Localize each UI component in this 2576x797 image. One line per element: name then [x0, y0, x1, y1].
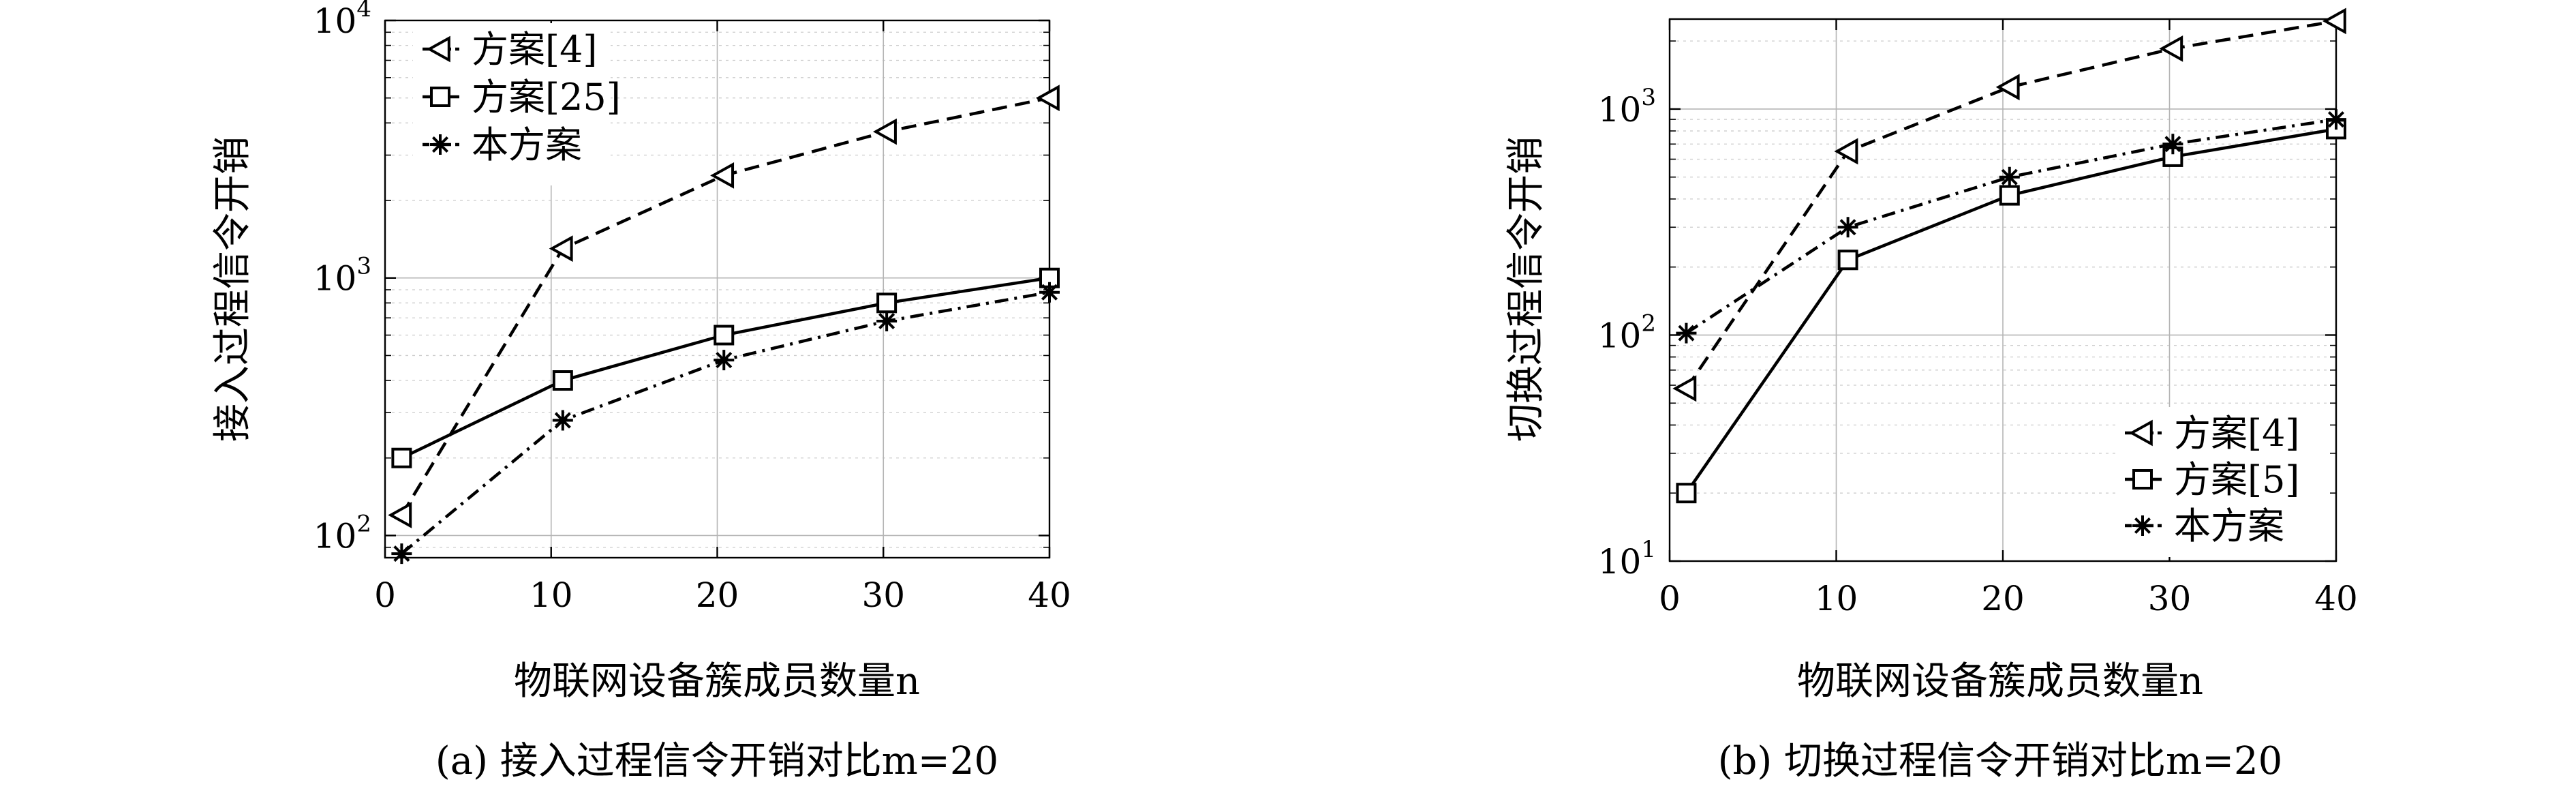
data-point	[552, 370, 573, 391]
legend-entry: 方案[5]	[2125, 458, 2300, 501]
data-point	[1995, 74, 2020, 101]
legend-label: 方案[4]	[472, 28, 598, 71]
legend-entry: 本方案	[423, 123, 582, 166]
data-point	[1837, 217, 1858, 238]
legend-entry: 方案[4]	[423, 28, 598, 71]
chart-caption: (a) 接入过程信令开销对比m=20	[435, 739, 998, 783]
y-tick-base: 10	[1598, 316, 1642, 355]
legend-label: 方案[4]	[2174, 412, 2300, 455]
x-tick-label: 40	[1028, 575, 1071, 615]
series-line	[401, 276, 1050, 460]
y-tick-label: 102	[313, 510, 371, 556]
chart-caption: (b) 切换过程信令开销对比m=20	[1718, 739, 2283, 783]
x-axis-label: 物联网设备簇成员数量n	[514, 659, 920, 704]
data-point	[1672, 375, 1697, 402]
y-tick-label: 103	[1598, 84, 1656, 130]
y-tick-exponent: 4	[356, 0, 371, 22]
plot-frame	[1668, 18, 2337, 562]
y-tick-exponent: 3	[1641, 84, 1656, 111]
data-point	[1999, 166, 2020, 187]
data-point	[2159, 35, 2183, 62]
x-axis: 0 10 20 30 40	[374, 20, 1071, 615]
data-point	[391, 543, 412, 565]
x-tick-label: 0	[1659, 579, 1681, 618]
legend-entry: 本方案	[2125, 505, 2284, 547]
legend-marker	[430, 87, 450, 107]
data-point	[549, 235, 573, 262]
data-point	[710, 162, 735, 189]
y-tick-exponent: 2	[1641, 310, 1656, 337]
series-1	[388, 85, 1060, 528]
x-tick-label: 20	[696, 575, 739, 615]
data-point	[876, 310, 898, 331]
y-tick-label: 101	[1598, 536, 1656, 582]
data-point	[1676, 322, 1697, 344]
legend: 方案[4] 方案[25]本方案	[413, 23, 621, 185]
legend-marker	[2132, 515, 2153, 536]
data-point	[873, 118, 897, 145]
y-axis-label: 接入过程信令开销	[211, 136, 255, 442]
y-tick-label: 103	[313, 253, 371, 299]
data-point	[1039, 282, 1060, 303]
data-point	[1035, 85, 1060, 112]
data-point	[388, 502, 412, 528]
data-point	[1999, 185, 2020, 206]
legend-label: 方案[5]	[2174, 458, 2300, 501]
y-tick-base: 10	[313, 1, 357, 41]
y-tick-exponent: 2	[356, 510, 371, 537]
data-point	[714, 325, 735, 346]
data-point	[876, 292, 898, 314]
legend-entry: 方案[4]	[2125, 412, 2300, 455]
x-axis-label: 物联网设备簇成员数量n	[1797, 659, 2203, 704]
series-line	[1685, 117, 2337, 335]
series-3	[391, 282, 1060, 565]
x-tick-label: 40	[2314, 579, 2358, 618]
y-axis-label: 切换过程信令开销	[1504, 136, 1548, 442]
y-tick-label: 104	[313, 0, 371, 41]
data-point	[2326, 109, 2346, 130]
data-point	[1676, 483, 1697, 504]
legend-label: 本方案	[472, 123, 582, 166]
y-tick-exponent: 1	[1641, 536, 1656, 563]
legend-marker	[426, 35, 450, 63]
x-tick-label: 0	[374, 575, 396, 615]
y-tick-base: 10	[313, 516, 357, 556]
x-tick-label: 30	[861, 575, 905, 615]
y-tick-exponent: 3	[356, 253, 371, 280]
legend-label: 方案[25]	[472, 76, 621, 119]
data-point	[552, 410, 573, 431]
x-tick-label: 10	[1815, 579, 1858, 618]
data-point	[1834, 138, 1858, 165]
y-tick-label: 102	[1598, 310, 1656, 355]
y-tick-base: 10	[1598, 90, 1642, 130]
series-2	[391, 267, 1060, 468]
y-tick-base: 10	[313, 259, 357, 299]
data-point	[2162, 134, 2183, 155]
x-tick-label: 30	[2148, 579, 2192, 618]
y-tick-base: 10	[1598, 542, 1642, 582]
x-tick-label: 20	[1981, 579, 2025, 618]
data-point	[2322, 7, 2346, 35]
x-tick-label: 10	[530, 575, 573, 615]
legend-marker	[2132, 469, 2153, 490]
data-point	[391, 447, 412, 468]
legend-marker	[430, 134, 450, 155]
series-line	[1685, 19, 2337, 390]
legend-marker	[2128, 419, 2153, 447]
legend: 方案[4]方案[5]本方案	[2115, 407, 2327, 557]
series-1	[1672, 7, 2346, 402]
data-point	[1837, 250, 1858, 271]
legend-label: 本方案	[2174, 505, 2284, 547]
series-3	[1676, 109, 2346, 344]
data-point	[714, 350, 735, 371]
legend-entry: 方案[25]	[423, 76, 621, 119]
